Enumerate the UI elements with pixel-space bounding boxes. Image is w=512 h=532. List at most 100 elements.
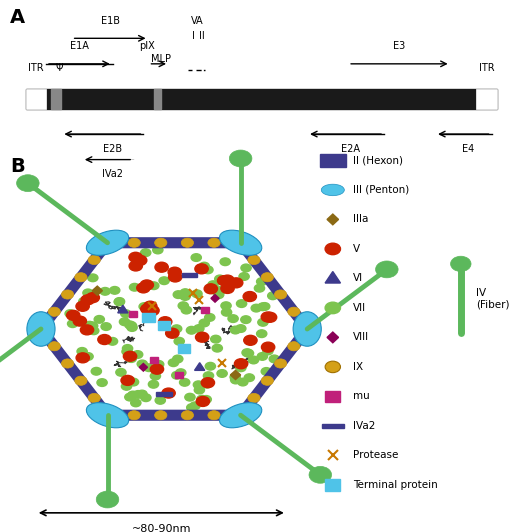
Circle shape xyxy=(116,369,126,376)
Circle shape xyxy=(127,323,137,331)
Circle shape xyxy=(128,238,140,247)
Circle shape xyxy=(89,327,99,335)
Circle shape xyxy=(268,292,278,300)
Circle shape xyxy=(243,350,253,357)
Circle shape xyxy=(195,264,208,274)
Circle shape xyxy=(176,369,186,377)
Circle shape xyxy=(172,371,182,379)
Circle shape xyxy=(254,285,265,292)
Text: II (Hexon): II (Hexon) xyxy=(353,155,403,165)
Circle shape xyxy=(168,272,182,282)
Circle shape xyxy=(88,255,100,264)
Circle shape xyxy=(204,284,218,294)
Polygon shape xyxy=(327,332,338,343)
Bar xyxy=(178,344,190,353)
Circle shape xyxy=(129,261,142,271)
Circle shape xyxy=(180,293,190,301)
Text: MLP: MLP xyxy=(151,54,172,64)
Circle shape xyxy=(214,291,224,298)
Text: IV
(Fiber): IV (Fiber) xyxy=(476,287,509,309)
Circle shape xyxy=(274,359,287,368)
Circle shape xyxy=(215,275,225,282)
Circle shape xyxy=(141,249,151,256)
Text: Protease: Protease xyxy=(353,451,399,460)
Circle shape xyxy=(121,376,134,385)
Circle shape xyxy=(150,372,160,380)
Circle shape xyxy=(229,150,252,167)
Circle shape xyxy=(173,291,183,298)
Bar xyxy=(476,89,497,109)
Circle shape xyxy=(154,361,164,368)
Circle shape xyxy=(230,373,240,381)
Circle shape xyxy=(261,376,273,385)
Circle shape xyxy=(146,305,159,315)
Circle shape xyxy=(212,344,222,352)
Circle shape xyxy=(208,238,220,247)
Bar xyxy=(182,273,197,277)
Circle shape xyxy=(114,298,124,306)
Circle shape xyxy=(218,276,231,286)
Circle shape xyxy=(180,378,190,386)
Circle shape xyxy=(83,353,93,360)
Circle shape xyxy=(129,252,142,262)
Circle shape xyxy=(180,289,190,296)
Circle shape xyxy=(122,345,133,352)
Circle shape xyxy=(98,335,111,345)
Circle shape xyxy=(121,310,131,318)
Circle shape xyxy=(75,376,87,385)
Circle shape xyxy=(222,309,232,316)
Bar xyxy=(142,313,155,322)
Circle shape xyxy=(88,274,98,281)
Circle shape xyxy=(76,353,90,363)
Text: III (Penton): III (Penton) xyxy=(353,185,410,195)
Circle shape xyxy=(288,307,300,317)
Circle shape xyxy=(143,301,157,311)
Text: IVa2: IVa2 xyxy=(102,169,123,179)
Circle shape xyxy=(243,292,257,302)
Circle shape xyxy=(221,275,234,285)
Circle shape xyxy=(236,325,246,332)
Circle shape xyxy=(237,300,247,307)
Ellipse shape xyxy=(87,403,129,428)
Circle shape xyxy=(124,321,135,329)
Circle shape xyxy=(194,325,204,332)
Circle shape xyxy=(140,280,154,290)
Circle shape xyxy=(155,238,167,247)
Circle shape xyxy=(126,355,136,362)
Circle shape xyxy=(376,261,398,278)
Polygon shape xyxy=(230,370,241,379)
Text: E1A: E1A xyxy=(70,41,89,51)
Text: B: B xyxy=(10,156,25,176)
Circle shape xyxy=(257,278,267,286)
Circle shape xyxy=(201,378,215,388)
Circle shape xyxy=(258,319,268,326)
Circle shape xyxy=(128,411,140,420)
Circle shape xyxy=(208,411,220,420)
Text: VII: VII xyxy=(353,303,367,313)
Circle shape xyxy=(221,302,231,310)
Circle shape xyxy=(201,396,211,403)
Circle shape xyxy=(48,342,60,351)
Polygon shape xyxy=(327,214,338,225)
Circle shape xyxy=(174,337,184,345)
Circle shape xyxy=(262,342,275,352)
Circle shape xyxy=(190,402,200,410)
Bar xyxy=(158,321,170,330)
Circle shape xyxy=(77,347,87,355)
Circle shape xyxy=(122,348,132,355)
Circle shape xyxy=(309,467,332,483)
Circle shape xyxy=(325,243,340,255)
Bar xyxy=(175,372,183,378)
Text: IIIa: IIIa xyxy=(353,214,369,225)
Circle shape xyxy=(196,332,209,342)
Circle shape xyxy=(181,411,194,420)
Circle shape xyxy=(65,310,75,318)
Circle shape xyxy=(131,399,141,406)
Circle shape xyxy=(81,295,94,305)
Text: Ψ: Ψ xyxy=(55,63,62,73)
Circle shape xyxy=(210,335,221,343)
Text: ITR: ITR xyxy=(479,63,494,73)
Circle shape xyxy=(100,287,110,295)
Circle shape xyxy=(79,297,89,305)
Circle shape xyxy=(137,283,150,293)
